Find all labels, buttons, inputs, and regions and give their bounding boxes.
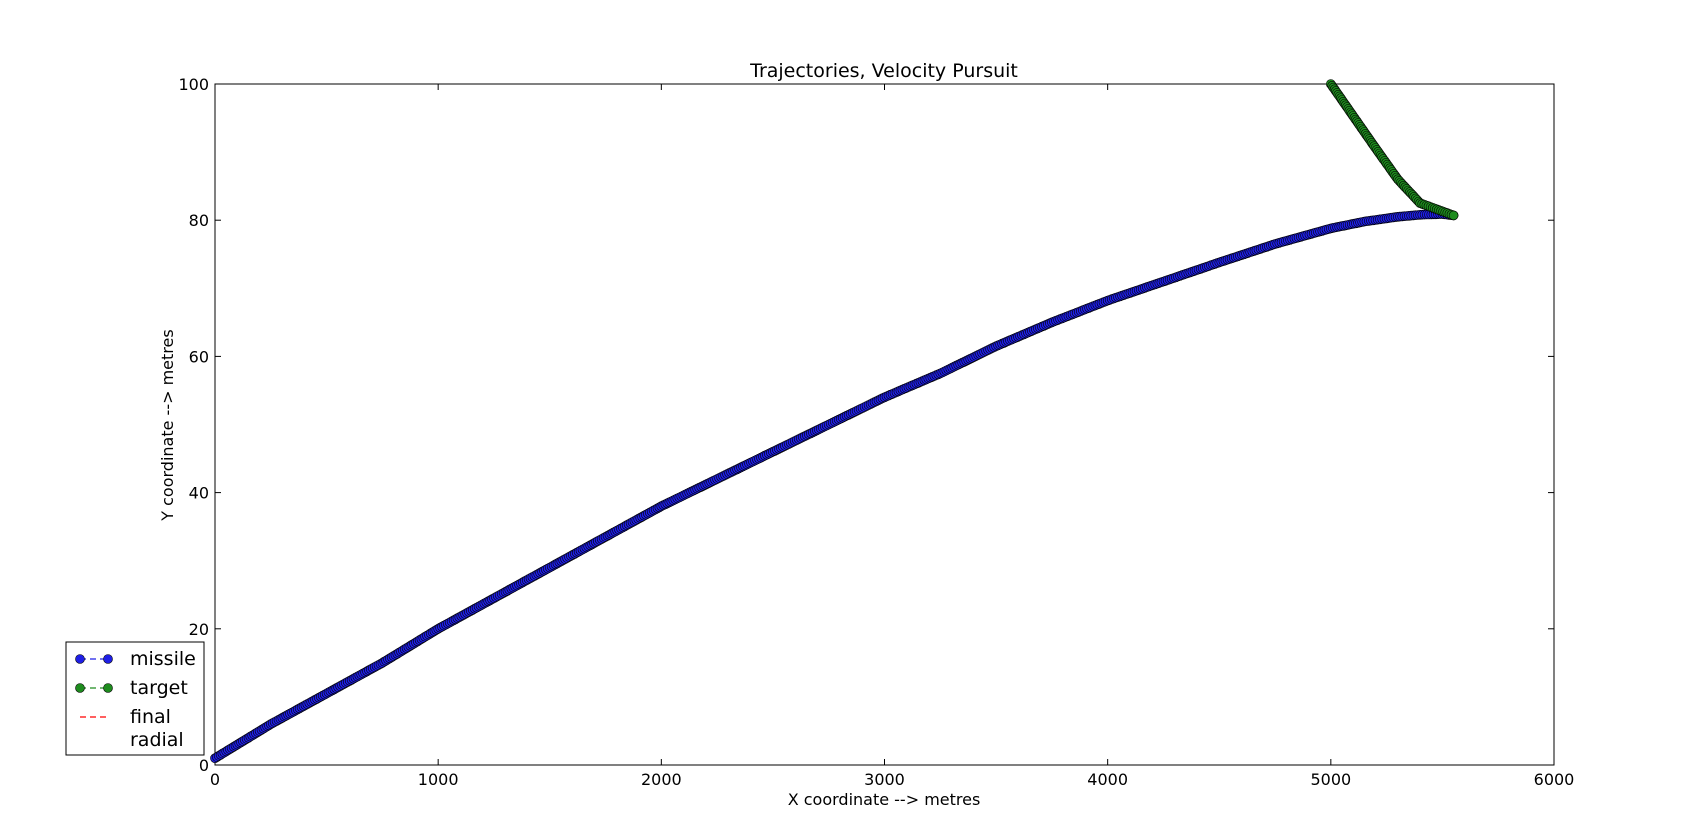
legend-label: target: [130, 677, 188, 699]
y-tick-label: 20: [189, 620, 209, 639]
y-axis-label: Y coordinate --> metres: [158, 329, 177, 521]
x-axis-label: X coordinate --> metres: [788, 790, 981, 809]
y-tick-label: 100: [178, 75, 209, 94]
data-point: [1448, 210, 1459, 221]
legend-marker: [103, 683, 113, 693]
legend-marker: [103, 654, 113, 664]
y-tick-label: 0: [199, 756, 209, 775]
chart-title: Trajectories, Velocity Pursuit: [749, 60, 1018, 82]
y-tick-label: 60: [189, 347, 209, 366]
legend-item-target: target: [75, 677, 188, 699]
legend-marker: [75, 683, 85, 693]
x-tick-label: 1000: [418, 770, 459, 789]
x-tick-label: 3000: [864, 770, 905, 789]
x-tick-label: 0: [210, 770, 220, 789]
legend-label: missile: [130, 648, 196, 670]
series-layer: [210, 79, 1459, 764]
x-tick-label: 6000: [1534, 770, 1575, 789]
axis-ticks: 0 1000 2000 3000 4000 5000 6000 0 20 40 60 80 100: [178, 75, 1574, 789]
series-missile: [210, 209, 1459, 764]
series-line: [214, 213, 1454, 759]
x-tick-label: 2000: [641, 770, 682, 789]
series-target: [1326, 79, 1459, 221]
y-tick-label: 80: [189, 211, 209, 230]
y-tick-label: 40: [189, 484, 209, 503]
x-tick-label: 4000: [1087, 770, 1128, 789]
x-tick-label: 5000: [1310, 770, 1351, 789]
plot-area-frame: [214, 83, 1555, 766]
legend-label: radial: [130, 729, 184, 751]
legend-marker: [75, 654, 85, 664]
legend-item-missile: missile: [75, 648, 196, 670]
legend-label: final: [130, 706, 171, 728]
legend-box: [65, 641, 205, 756]
